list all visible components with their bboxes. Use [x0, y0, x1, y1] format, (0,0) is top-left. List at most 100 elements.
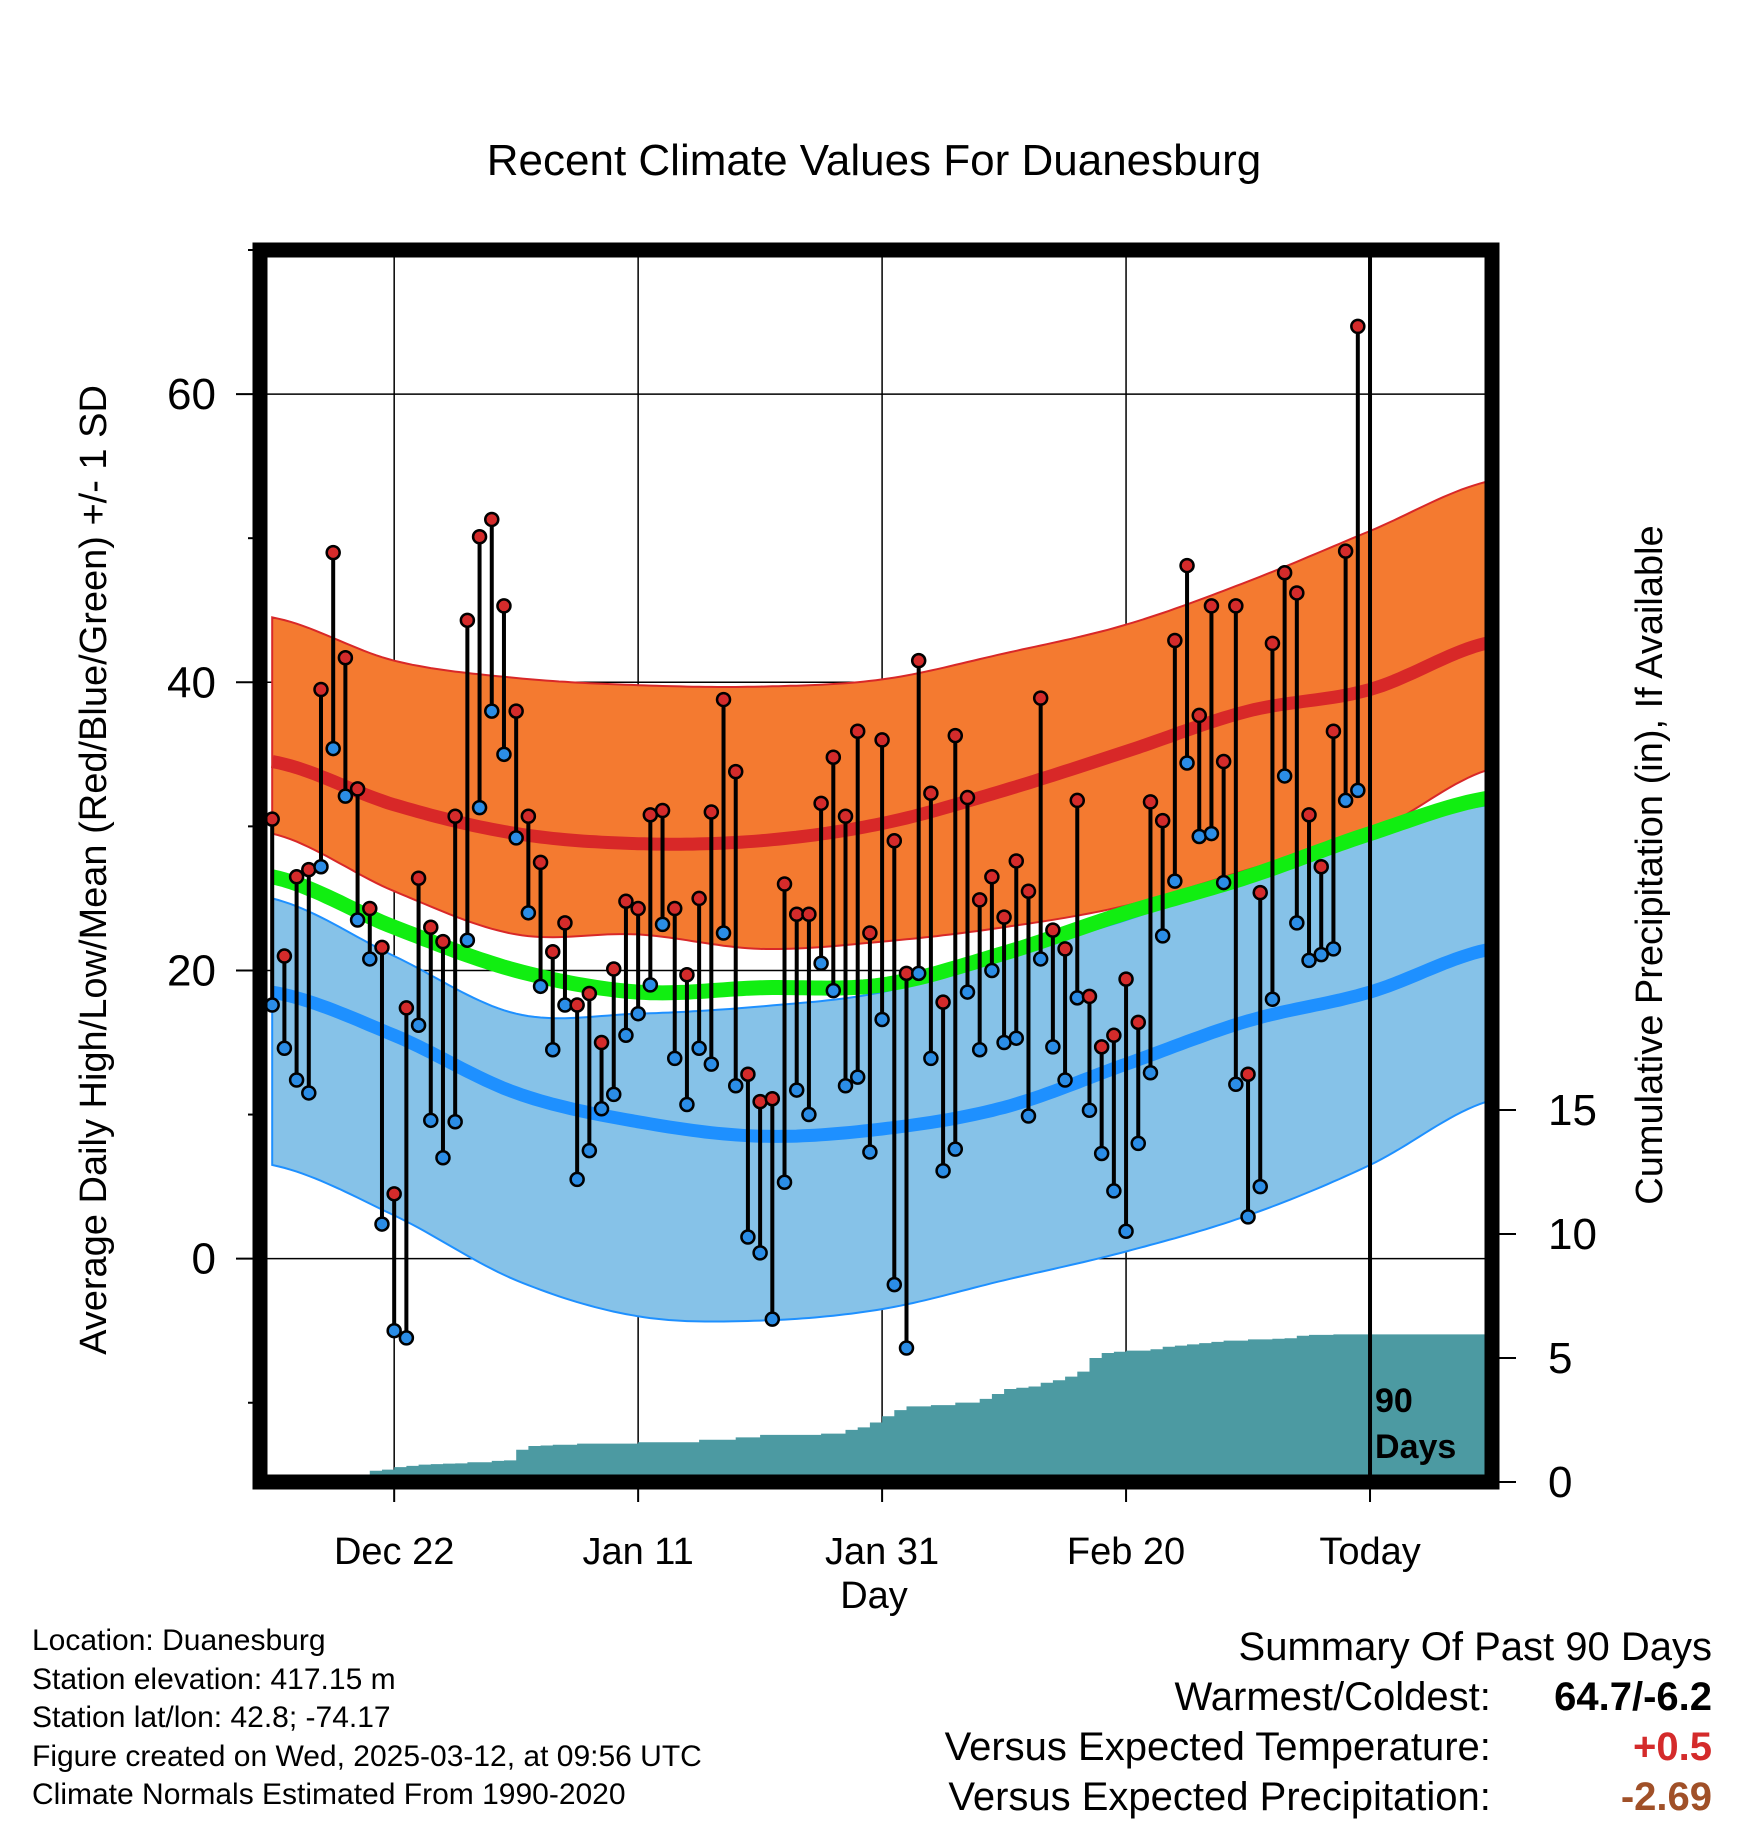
daily-high-point — [325, 544, 341, 561]
daily-low-point — [898, 1340, 915, 1356]
daily-low-point — [752, 1245, 768, 1261]
daily-low-point — [1264, 991, 1281, 1008]
daily-low-point — [801, 1106, 817, 1123]
y-axis-label-right: Cumulative Precipitation (in), If Availa… — [1629, 525, 1671, 1204]
daily-low-point — [666, 1050, 683, 1067]
x-tick-label: Jan 11 — [582, 1531, 693, 1573]
daily-high-point — [959, 789, 976, 806]
daily-high-point — [727, 763, 744, 780]
daily-high-point — [752, 1093, 768, 1110]
daily-high-point — [1106, 1027, 1122, 1044]
daily-low-point — [1008, 1030, 1025, 1046]
daily-low-point — [1057, 1072, 1073, 1088]
temp-delta-value: +0.5 — [1633, 1725, 1712, 1769]
daily-low-point — [276, 1040, 293, 1057]
warmest-coldest-label: Warmest/Coldest: — [1174, 1675, 1491, 1719]
daily-stems — [264, 318, 1366, 1356]
daily-low-point — [374, 1216, 390, 1232]
daily-low-point — [1228, 1076, 1244, 1093]
daily-low-point — [691, 1040, 707, 1057]
daily-low-point — [1045, 1039, 1061, 1055]
daily-high-point — [435, 933, 451, 950]
daily-low-point — [1130, 1135, 1147, 1152]
daily-high-point — [679, 967, 695, 983]
daily-high-point — [398, 1000, 415, 1016]
daily-low-point — [959, 984, 976, 1000]
daily-high-point — [532, 854, 549, 871]
daily-high-point — [349, 781, 366, 797]
daily-low-point — [581, 1142, 598, 1159]
daily-high-point — [764, 1090, 781, 1107]
daily-low-point — [386, 1322, 402, 1339]
daily-low-point — [313, 858, 329, 875]
daily-low-point — [593, 1101, 610, 1117]
x-axis-label: Day — [840, 1575, 908, 1617]
daily-low-point — [362, 951, 378, 967]
daily-high-point — [935, 994, 951, 1010]
daily-low-point — [1276, 768, 1293, 784]
y-tick-label-right: 10 — [1548, 1210, 1597, 1259]
daily-low-point — [837, 1077, 854, 1094]
daily-low-point — [398, 1330, 415, 1346]
location-text: Location: Duanesburg — [32, 1624, 326, 1657]
daily-high-point — [471, 528, 488, 545]
temp-delta-label: Versus Expected Temperature: — [944, 1725, 1491, 1769]
temp-delta-row: Versus Expected Temperature: +0.5 — [945, 1722, 1712, 1772]
x-tick-label: Dec 22 — [334, 1531, 454, 1573]
daily-low-point — [1118, 1223, 1134, 1240]
daily-low-point — [776, 1174, 793, 1191]
daily-low-point — [435, 1150, 451, 1166]
latlon-text: Station lat/lon: 42.8; -74.17 — [32, 1701, 391, 1734]
y-tick-label-left: 20 — [167, 946, 216, 995]
daily-high-point — [423, 919, 439, 935]
axes: 0 20 40 60 0 5 10 15 Dec 22 Jan 11 Jan 31 Feb 20 Tod… — [167, 242, 1597, 1573]
daily-low-point — [1252, 1178, 1268, 1195]
daily-high-point — [1154, 812, 1171, 829]
daily-low-point — [410, 1017, 427, 1033]
daily-high-point — [1081, 988, 1098, 1005]
daily-low-point — [520, 905, 537, 921]
y-axis-label-left: Average Daily High/Low/Mean (Red/Blue/Gr… — [73, 385, 115, 1355]
daily-high-point — [666, 900, 683, 917]
daily-high-point — [971, 892, 988, 908]
daily-low-point — [1167, 873, 1183, 889]
today-marker-label-1: 90 — [1375, 1382, 1413, 1420]
daily-high-point — [386, 1186, 402, 1202]
precip-delta-row: Versus Expected Precipitation: -2.69 — [945, 1772, 1712, 1822]
daily-high-point — [1167, 632, 1183, 649]
daily-high-point — [508, 703, 524, 719]
daily-low-point — [1032, 951, 1049, 967]
daily-low-point — [1313, 946, 1329, 963]
daily-high-point — [947, 727, 964, 744]
daily-low-point — [264, 997, 280, 1013]
daily-low-point — [910, 965, 927, 982]
daily-high-point — [288, 869, 305, 885]
daily-high-point — [862, 925, 878, 941]
daily-low-point — [1093, 1145, 1110, 1162]
daily-low-point — [484, 703, 500, 719]
daily-high-point — [301, 861, 317, 878]
daily-high-point — [313, 681, 329, 698]
daily-high-point — [984, 869, 1000, 885]
daily-high-point — [874, 732, 890, 748]
daily-low-point — [630, 1005, 646, 1022]
daily-low-point — [447, 1114, 463, 1130]
daily-high-point — [703, 804, 720, 820]
daily-low-point — [1301, 952, 1317, 969]
daily-high-point — [374, 939, 390, 956]
y-tick-label-left: 40 — [167, 658, 216, 707]
daily-high-point — [1264, 635, 1281, 652]
daily-low-point — [1106, 1183, 1122, 1199]
daily-low-point — [1350, 782, 1366, 799]
daily-low-point — [1020, 1108, 1037, 1124]
daily-high-point — [1020, 883, 1037, 899]
daily-high-point — [545, 943, 561, 960]
daily-high-point — [801, 906, 817, 923]
daily-high-point — [740, 1066, 756, 1082]
summary-title: Summary Of Past 90 Days — [1238, 1625, 1712, 1669]
daily-low-point — [886, 1276, 903, 1293]
daily-high-point — [1032, 690, 1049, 706]
daily-low-point — [545, 1041, 561, 1058]
daily-low-point — [715, 925, 732, 941]
daily-high-point — [496, 598, 512, 614]
